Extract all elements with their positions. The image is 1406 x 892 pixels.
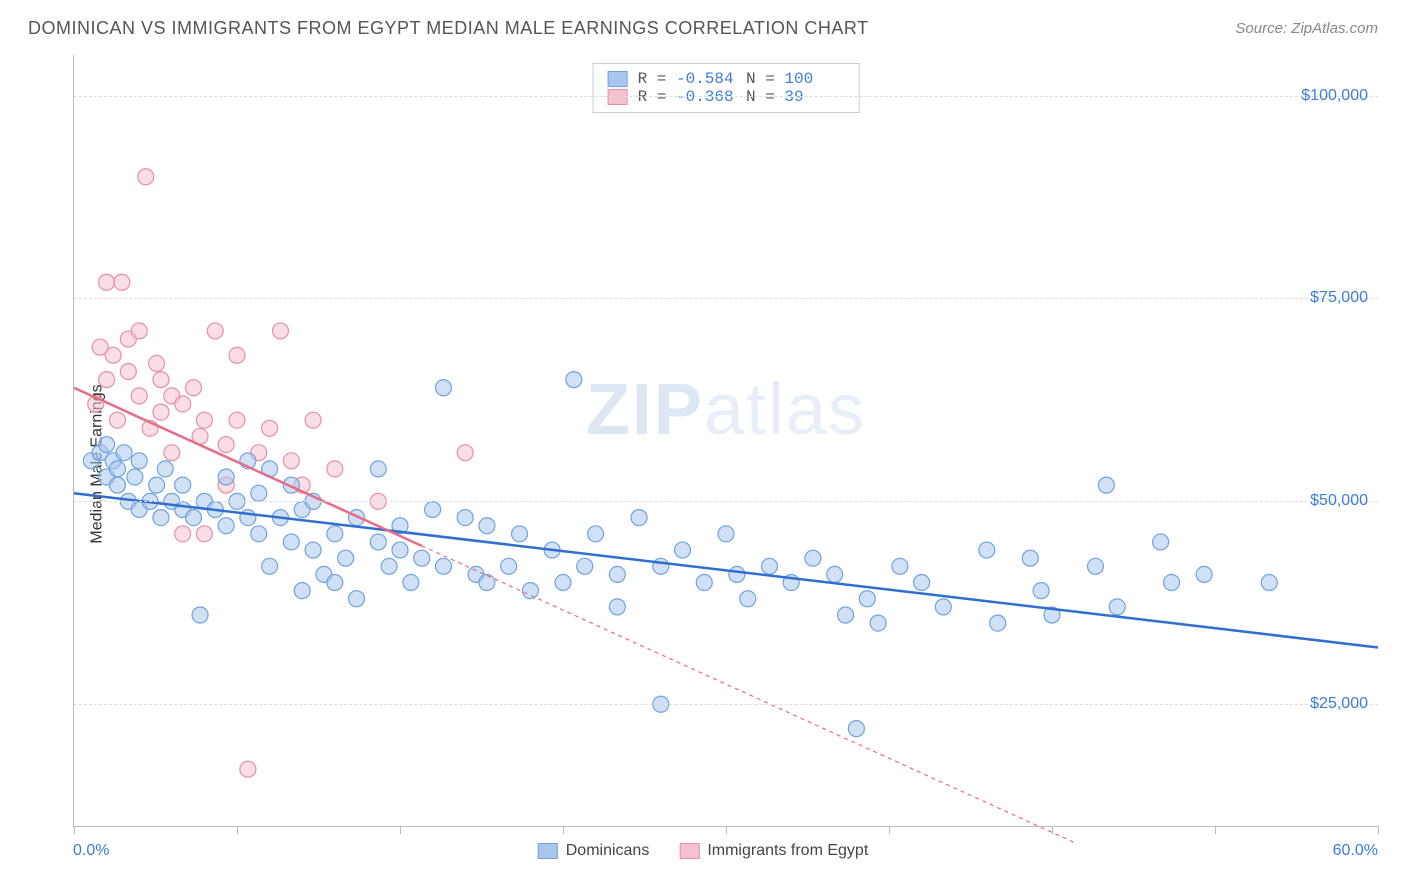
legend-row: R = -0.584 N = 100 xyxy=(608,70,845,88)
x-axis-max-label: 60.0% xyxy=(1333,842,1378,860)
y-tick-label: $100,000 xyxy=(1301,87,1368,105)
y-tick-label: $50,000 xyxy=(1310,492,1368,510)
plot-area: ZIPatlas R = -0.584 N = 100 R = -0.368 N… xyxy=(73,55,1378,827)
y-tick-label: $25,000 xyxy=(1310,695,1368,713)
x-axis-min-label: 0.0% xyxy=(73,842,109,860)
legend-item: Immigrants from Egypt xyxy=(679,842,868,860)
source-attribution: Source: ZipAtlas.com xyxy=(1235,20,1378,37)
legend-swatch xyxy=(608,89,628,105)
chart-title: DOMINICAN VS IMMIGRANTS FROM EGYPT MEDIA… xyxy=(28,18,869,39)
legend-swatch xyxy=(679,843,699,859)
legend-swatch xyxy=(538,843,558,859)
legend-row: R = -0.368 N = 39 xyxy=(608,88,845,106)
series-legend: Dominicans Immigrants from Egypt xyxy=(538,842,869,860)
legend-item: Dominicans xyxy=(538,842,650,860)
chart-container: Median Male Earnings ZIPatlas R = -0.584… xyxy=(28,55,1378,872)
y-tick-label: $75,000 xyxy=(1310,289,1368,307)
correlation-legend: R = -0.584 N = 100 R = -0.368 N = 39 xyxy=(593,63,860,113)
chart-svg xyxy=(74,55,1378,826)
legend-swatch xyxy=(608,71,628,87)
